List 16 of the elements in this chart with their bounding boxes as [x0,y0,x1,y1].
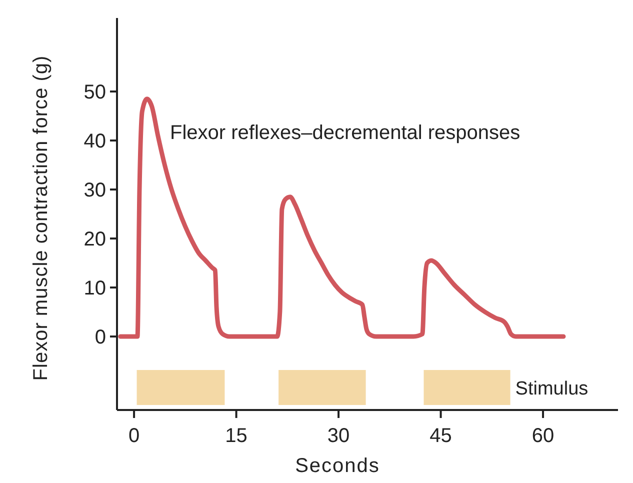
annotation: Flexor reflexes–decremental responses [170,122,520,144]
y-tick-label: 50 [84,82,106,104]
x-tick-label: 0 [128,425,140,447]
x-tick-label: 45 [430,425,452,447]
band-label: Stimulus [515,378,588,400]
x-tick-label: 15 [225,425,248,447]
x-tick-label: 30 [327,425,350,447]
x-axis-title: Seconds [295,455,380,477]
y-tick-label: 0 [94,326,106,348]
y-tick-label: 20 [84,228,106,250]
y-tick-label: 40 [84,130,106,152]
y-tick-label: 10 [84,278,106,300]
line-series [118,96,566,339]
y-tick-label: 30 [84,180,106,202]
y-axis-title: Flexor muscle contraction force (g) [30,55,52,381]
x-tick-label: 60 [532,425,554,447]
